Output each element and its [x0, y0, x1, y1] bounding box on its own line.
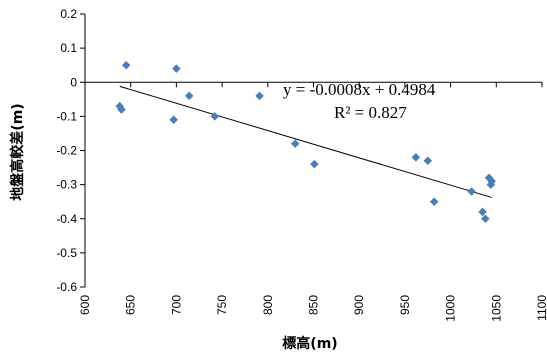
y-tick-label: -0.2: [56, 144, 77, 158]
data-point: [478, 207, 487, 217]
data-point: [310, 159, 319, 169]
data-point: [210, 112, 220, 121]
y-tick-label: -0.3: [56, 178, 77, 192]
x-axis-title: 標高(m): [282, 335, 337, 352]
trendline-group: [119, 85, 492, 198]
data-point: [423, 156, 433, 166]
y-tick-label: 0: [70, 75, 77, 89]
r-squared-label: R² = 0.827: [334, 103, 407, 122]
data-point: [172, 64, 181, 73]
x-tick-label: 900: [352, 295, 366, 315]
data-point: [480, 214, 490, 224]
data-point: [467, 187, 476, 196]
x-tick-label: 750: [215, 295, 229, 315]
data-point: [121, 60, 131, 70]
y-tick-label: 0.2: [60, 7, 77, 21]
x-tick-label: 1000: [444, 295, 458, 322]
y-tick-label: -0.4: [56, 212, 77, 226]
data-point: [184, 91, 194, 101]
y-tick-label: -0.6: [56, 280, 77, 294]
trendline-equation: y = -0.0008x + 0.4984: [283, 80, 436, 99]
x-tick-label: 600: [78, 295, 92, 315]
y-axis-title: 地盤高較差(m): [9, 103, 26, 200]
x-tick-label: 800: [261, 295, 275, 315]
data-points: [115, 60, 497, 224]
x-tick-label: 650: [124, 295, 138, 315]
data-point: [255, 91, 264, 101]
data-point: [411, 152, 421, 162]
x-tick-label: 1100: [535, 295, 547, 321]
data-point: [487, 176, 497, 186]
trendline: [119, 85, 492, 198]
x-tick-label: 850: [307, 295, 321, 315]
y-tick-label: 0.1: [60, 41, 77, 55]
data-point: [117, 105, 126, 114]
x-tick-label: 1050: [489, 295, 503, 322]
data-point: [429, 197, 439, 207]
data-point: [290, 139, 300, 149]
x-tick-label: 950: [398, 295, 412, 315]
y-tick-label: -0.1: [56, 109, 77, 123]
data-point: [169, 115, 179, 125]
y-tick-label: -0.5: [56, 246, 77, 260]
x-tick-label: 700: [169, 295, 183, 315]
